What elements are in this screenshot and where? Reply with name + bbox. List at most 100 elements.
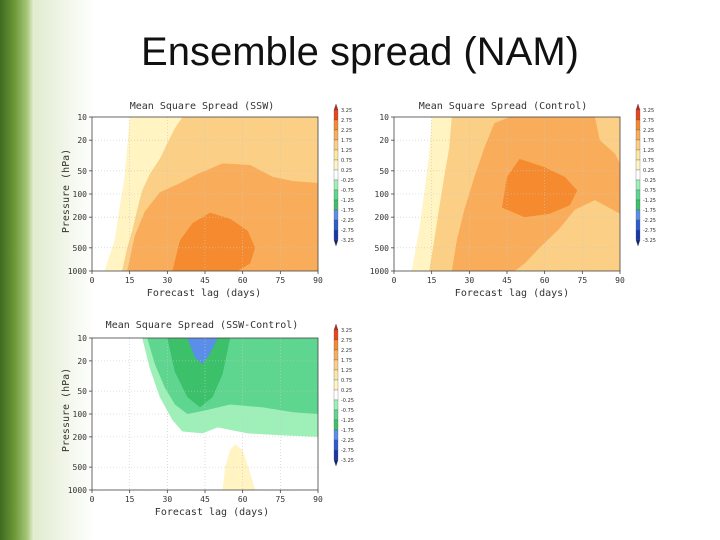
x-tick-label: 15 — [125, 495, 135, 504]
x-tick-label: 45 — [200, 276, 210, 285]
panel-ssw-ylabel: Pressure (hPa) — [61, 149, 72, 233]
colorbar-segment — [333, 329, 339, 341]
x-tick-label: 60 — [238, 495, 248, 504]
colorbar-segment — [333, 399, 339, 411]
colorbar-segment — [333, 149, 339, 161]
x-tick-label: 75 — [276, 276, 286, 285]
colorbar-segment — [333, 219, 339, 231]
y-tick-label: 50 — [77, 387, 87, 396]
colorbar-label: 1.75 — [643, 138, 654, 144]
colorbar-top-arrow — [635, 103, 641, 111]
colorbar-label: -3.25 — [341, 458, 354, 464]
x-tick-label: 15 — [427, 276, 437, 285]
panel-control-xlabel: Forecast lag (days) — [455, 288, 569, 299]
colorbar-segment — [635, 229, 641, 241]
colorbar-segment — [333, 109, 339, 121]
x-tick-label: 75 — [578, 276, 588, 285]
panel-ssw-fills — [92, 117, 318, 271]
y-tick-label: 20 — [379, 136, 389, 145]
colorbar-label: 0.25 — [643, 168, 654, 174]
colorbar-label: 2.25 — [341, 348, 352, 354]
y-tick-label: 500 — [375, 244, 390, 253]
colorbar-label: 3.25 — [341, 328, 352, 334]
colorbar-segment — [333, 189, 339, 201]
colorbar-top-arrow — [333, 323, 339, 331]
panel-diff-title: Mean Square Spread (SSW-Control) — [106, 320, 299, 331]
colorbar-label: -2.75 — [341, 448, 354, 454]
y-tick-label: 500 — [73, 463, 88, 472]
colorbar-label: -2.75 — [341, 228, 354, 234]
panel-control-colorbar: 3.25 2.75 2.25 1.75 1.25 0.75 0.25 -0.25 -0.75 -1… — [635, 103, 656, 247]
panel-ssw-colorbar: 3.25 2.75 2.25 1.75 1.25 0.75 0.25 -0.25 -0.75 -1… — [333, 103, 354, 247]
colorbar-segment — [333, 439, 339, 451]
colorbar-segment — [635, 209, 641, 221]
colorbar-segment — [333, 359, 339, 371]
colorbar-label: 0.25 — [341, 388, 352, 394]
colorbar-label: -1.75 — [341, 208, 354, 214]
colorbar-label: 2.25 — [643, 128, 654, 134]
colorbar-label: 0.25 — [341, 168, 352, 174]
colorbar-label: -1.25 — [341, 198, 354, 204]
panel-ssw-xlabel: Forecast lag (days) — [147, 288, 261, 299]
x-tick-label: 90 — [313, 495, 323, 504]
colorbar-segment — [333, 369, 339, 381]
x-tick-label: 75 — [276, 495, 286, 504]
x-tick-label: 45 — [200, 495, 210, 504]
colorbar-label: 0.75 — [643, 158, 654, 164]
colorbar-label: -0.75 — [341, 408, 354, 414]
colorbar-segment — [635, 179, 641, 191]
colorbar-label: -1.75 — [341, 428, 354, 434]
colorbar-label: -1.25 — [341, 418, 354, 424]
colorbar-label: -2.25 — [341, 218, 354, 224]
colorbar-segment — [635, 129, 641, 141]
colorbar-label: -2.75 — [643, 228, 656, 234]
x-tick-label: 60 — [238, 276, 248, 285]
y-tick-label: 50 — [379, 167, 389, 176]
colorbar-label: -2.25 — [341, 438, 354, 444]
decorative-leaf-band — [0, 0, 34, 540]
y-tick-label: 10 — [77, 113, 87, 122]
colorbar-label: 2.25 — [341, 128, 352, 134]
colorbar-segment — [333, 429, 339, 441]
colorbar-label: 1.75 — [341, 358, 352, 364]
y-tick-label: 200 — [73, 213, 88, 222]
colorbar-segment — [333, 379, 339, 391]
colorbar-segment — [635, 189, 641, 201]
colorbar-segment — [333, 199, 339, 211]
x-tick-label: 0 — [392, 276, 397, 285]
y-tick-label: 1000 — [68, 486, 87, 495]
colorbar-label: -2.25 — [643, 218, 656, 224]
colorbar-label: 1.25 — [341, 148, 352, 154]
colorbar-label: 2.75 — [341, 338, 352, 344]
panel-ssw-ticks: 0 15 30 45 60 75 90 10 20 50 100 200 500 1000 — [68, 113, 323, 285]
colorbar-top-arrow — [333, 103, 339, 111]
colorbar-label: 1.25 — [341, 368, 352, 374]
slide-title: Ensemble spread (NAM) — [141, 30, 579, 74]
colorbar-segment — [333, 339, 339, 351]
colorbar-segment — [333, 139, 339, 151]
colorbar-bottom-arrow — [333, 239, 339, 247]
colorbar-segment — [333, 389, 339, 401]
colorbar-segment — [635, 119, 641, 131]
colorbar-segment — [333, 209, 339, 221]
colorbar-label: -3.25 — [341, 238, 354, 244]
colorbar-label: -1.25 — [643, 198, 656, 204]
colorbar-label: -3.25 — [643, 238, 656, 244]
colorbar-bottom-arrow — [635, 239, 641, 247]
x-tick-label: 30 — [163, 276, 173, 285]
y-tick-label: 1000 — [68, 267, 87, 276]
colorbar-label: 2.75 — [341, 118, 352, 124]
colorbar-segment — [635, 109, 641, 121]
x-tick-label: 90 — [313, 276, 323, 285]
panel-control: Mean Square Spread (Control) 0 15 30 45 60 75… — [370, 101, 656, 299]
colorbar-label: 1.25 — [643, 148, 654, 154]
colorbar-label: 3.25 — [643, 108, 654, 114]
colorbar-segment — [333, 409, 339, 421]
contour-fill-0p25 — [222, 444, 256, 490]
colorbar-label: -0.25 — [341, 398, 354, 404]
x-tick-label: 90 — [615, 276, 625, 285]
x-tick-label: 0 — [90, 276, 95, 285]
colorbar-segment — [333, 159, 339, 171]
x-tick-label: 0 — [90, 495, 95, 504]
x-tick-label: 15 — [125, 276, 135, 285]
